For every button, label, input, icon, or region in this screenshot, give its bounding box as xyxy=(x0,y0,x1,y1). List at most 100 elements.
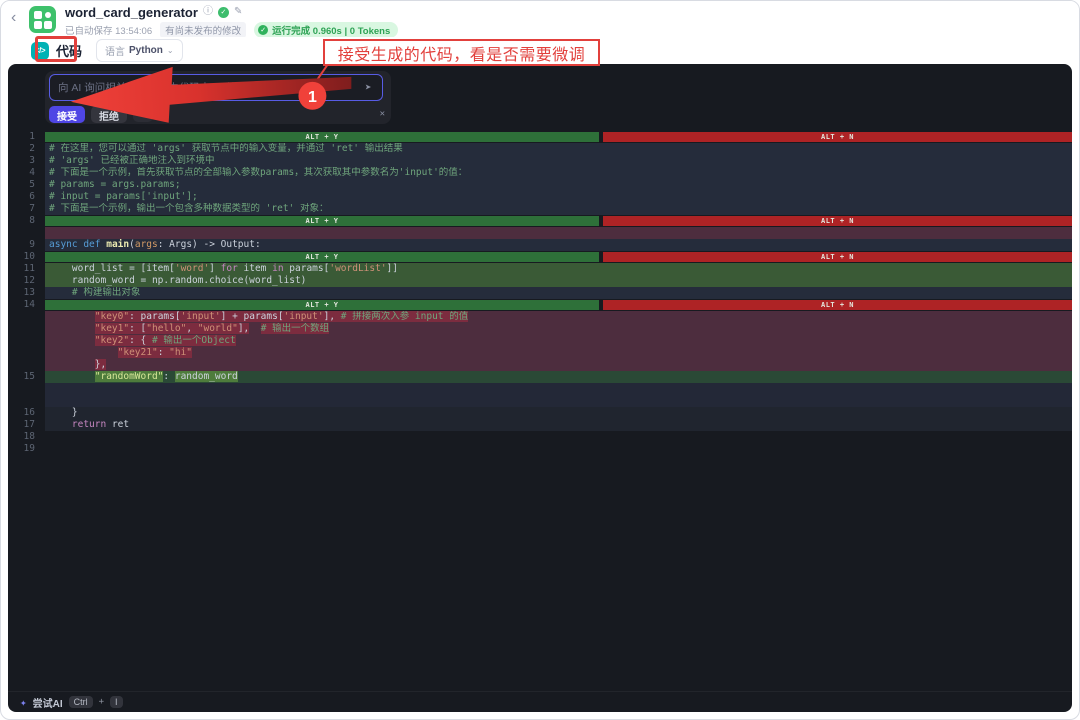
line-number xyxy=(8,227,45,239)
diff-reject-bar[interactable]: ALT + N xyxy=(603,300,1072,310)
reject-button[interactable]: 拒绝 xyxy=(91,105,127,123)
code-line-content xyxy=(45,383,1072,395)
code-line xyxy=(8,383,1072,395)
code-line: 2 # 在这里，您可以通过 'args' 获取节点中的输入变量，并通过 'ret'… xyxy=(8,143,1072,155)
shortcut-plus: + xyxy=(98,697,105,707)
code-line-content: "key0": params['input'] + params['input'… xyxy=(45,311,1072,323)
workflow-app-icon xyxy=(29,6,56,33)
code-editor[interactable]: ➤ 接受 拒绝 ⟳ ✕ 1 ALT + Y ALT + N 2 # 在这里，您可以通过 … xyxy=(8,64,1072,712)
code-line-content: } xyxy=(45,407,1072,419)
language-dropdown-value: Python xyxy=(129,45,163,56)
line-number: 11 xyxy=(23,263,35,274)
code-line-content: # 'args' 已经被正确地注入到环境中 xyxy=(45,155,1072,167)
code-line-content: # 下面是一个示例，输出一个包含多种数据类型的 'ret' 对象： xyxy=(45,203,1072,215)
accept-button[interactable]: 接受 xyxy=(49,105,85,123)
run-success-icon: ✓ xyxy=(258,24,269,35)
line-number: 8 xyxy=(29,215,35,226)
try-ai-button[interactable]: 尝试AI xyxy=(32,698,63,710)
code-line-content: word_list = [item['word'] for item in pa… xyxy=(45,263,1072,275)
line-number xyxy=(8,359,45,371)
line-number xyxy=(8,383,45,395)
diff-accept-bar[interactable]: ALT + Y xyxy=(45,132,599,142)
code-line-content: "key2": { # 输出一个Object xyxy=(45,335,1072,347)
shortcut-key-ctrl: Ctrl xyxy=(68,696,93,708)
send-icon[interactable]: ➤ xyxy=(365,81,372,94)
line-number: 6 xyxy=(29,191,35,202)
published-check-icon: ✓ xyxy=(217,6,229,18)
line-number: 7 xyxy=(29,203,35,214)
regenerate-icon[interactable]: ⟳ xyxy=(133,106,153,122)
code-node-icon: </> xyxy=(31,41,49,60)
code-line-content: # input = params['input']; xyxy=(45,191,1072,203)
diff-accept-bar[interactable]: ALT + Y xyxy=(45,300,599,310)
line-number: 18 xyxy=(23,431,35,442)
code-line: 8 ALT + Y ALT + N xyxy=(8,215,1072,227)
code-line-content: "key21": "hi" xyxy=(45,347,1072,359)
code-line xyxy=(8,395,1072,407)
line-number xyxy=(8,347,45,359)
code-line-content: "randomWord": random_word xyxy=(45,371,1072,383)
diff-reject-bar[interactable]: ALT + N xyxy=(603,216,1072,226)
code-line: "key0": params['input'] + params['input'… xyxy=(8,311,1072,323)
line-number: 13 xyxy=(23,287,35,298)
app-icon-glyph xyxy=(33,10,52,29)
code-line: 10 ALT + Y ALT + N xyxy=(8,251,1072,263)
code-line: 9 async def main(args: Args) -> Output: xyxy=(8,239,1072,251)
code-line: 14 ALT + Y ALT + N xyxy=(8,299,1072,311)
code-line-content xyxy=(45,443,1072,455)
diff-reject-bar[interactable]: ALT + N xyxy=(603,252,1072,262)
edit-icon[interactable]: ✎ xyxy=(233,6,243,17)
ai-sparkle-icon: ✦ xyxy=(20,695,27,709)
ai-edit-widget: ➤ 接受 拒绝 ⟳ ✕ xyxy=(45,71,391,124)
code-line xyxy=(8,227,1072,239)
code-line: 19 xyxy=(8,443,1072,455)
code-line-content xyxy=(45,395,1072,407)
code-line: 17 return ret xyxy=(8,419,1072,431)
line-number: 2 xyxy=(29,143,35,154)
unpublished-badge: 有尚未发布的修改 xyxy=(160,21,247,38)
back-chevron-icon[interactable]: ‹ xyxy=(11,9,17,26)
line-number: 5 xyxy=(29,179,35,190)
code-line-content: async def main(args: Args) -> Output: xyxy=(45,239,1072,251)
line-number: 14 xyxy=(23,299,35,310)
ai-widget-footer: 接受 拒绝 ⟳ ✕ xyxy=(49,105,385,123)
code-line-content xyxy=(45,431,1072,443)
run-status-text: 运行完成 0.960s | 0 Tokens xyxy=(272,25,391,37)
title-block: word_card_generator ⓘ ✓ ✎ 已自动保存 13:54:06… xyxy=(65,4,399,38)
line-number xyxy=(8,323,45,335)
diff-reject-bar[interactable]: ALT + N xyxy=(603,132,1072,142)
shortcut-key-i: I xyxy=(110,696,123,708)
code-line: 18 xyxy=(8,431,1072,443)
line-number: 15 xyxy=(23,371,35,382)
info-icon[interactable]: ⓘ xyxy=(202,6,213,17)
line-number xyxy=(8,335,45,347)
diff-accept-bar[interactable]: ALT + Y xyxy=(45,216,599,226)
code-line: 16 } xyxy=(8,407,1072,419)
ai-prompt-input[interactable] xyxy=(49,74,383,101)
code-line-content: # 下面是一个示例，首先获取节点的全部输入参数params，其次获取其中参数名为… xyxy=(45,167,1072,179)
language-dropdown-label: 语言 xyxy=(105,47,126,58)
line-number: 4 xyxy=(29,167,35,178)
line-number: 3 xyxy=(29,155,35,166)
line-number xyxy=(8,395,45,407)
code-line-content: # 构建输出对象 xyxy=(45,287,1072,299)
close-icon[interactable]: ✕ xyxy=(379,109,385,119)
code-lines: 1 ALT + Y ALT + N 2 # 在这里，您可以通过 'args' 获取节点中… xyxy=(8,131,1072,455)
chevron-down-icon: ⌄ xyxy=(166,46,174,55)
run-status-pill[interactable]: ✓ 运行完成 0.960s | 0 Tokens xyxy=(254,21,399,38)
code-line: 5 # params = args.params; xyxy=(8,179,1072,191)
line-number xyxy=(8,311,45,323)
diff-accept-bar[interactable]: ALT + Y xyxy=(45,252,599,262)
code-line: 3 # 'args' 已经被正确地注入到环境中 xyxy=(8,155,1072,167)
line-number: 9 xyxy=(29,239,35,250)
code-line: 13 # 构建输出对象 xyxy=(8,287,1072,299)
code-line-content: random_word = np.random.choice(word_list… xyxy=(45,275,1072,287)
code-line: 12 random_word = np.random.choice(word_l… xyxy=(8,275,1072,287)
code-line-content: # 在这里，您可以通过 'args' 获取节点中的输入变量，并通过 'ret' … xyxy=(45,143,1072,155)
line-number: 19 xyxy=(23,443,35,454)
code-line-content: return ret xyxy=(45,419,1072,431)
annotation-box: 接受生成的代码，看是否需要微调 xyxy=(323,39,600,66)
language-dropdown[interactable]: 语言 Python ⌄ xyxy=(96,39,183,62)
code-line: 7 # 下面是一个示例，输出一个包含多种数据类型的 'ret' 对象： xyxy=(8,203,1072,215)
